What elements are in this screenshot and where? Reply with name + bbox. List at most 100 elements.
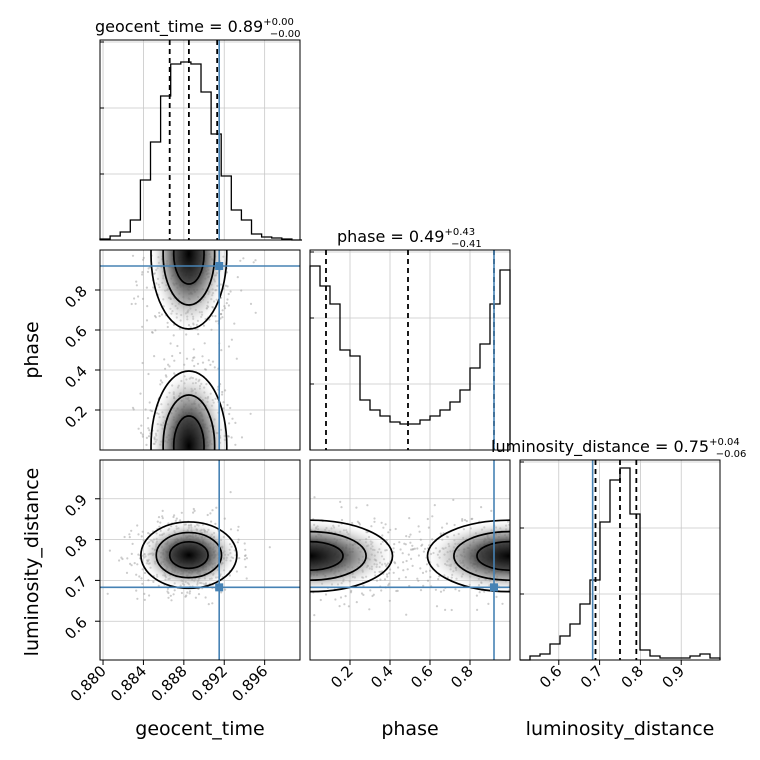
sample-point [362,593,365,597]
sample-point [146,417,150,420]
sample-point [339,500,342,503]
sample-point [167,363,170,366]
sample-point [245,577,248,580]
sample-point [144,408,147,411]
x-tick-label-geocent_time-4: 0.896 [228,662,271,705]
sample-point [235,570,238,573]
sample-point [382,526,385,529]
sample-point [461,518,464,521]
sample-point [339,596,343,599]
sample-point [245,557,248,560]
sample-point [239,259,242,262]
sample-point [236,529,239,532]
sample-point [211,602,214,605]
sample-point [355,601,358,604]
sample-point [185,594,188,597]
sample-point [397,566,400,569]
density-ld-vs-geocent-time [100,460,300,660]
sample-point [157,516,161,519]
sample-point [179,519,182,522]
sample-point [159,521,162,524]
sample-point [157,584,160,587]
sample-point [139,431,143,434]
sample-point [362,584,365,587]
sample-point [242,257,245,260]
sample-point [427,526,430,529]
sample-point [226,285,229,288]
sample-point [193,364,196,368]
title-phase: phase = 0.49+0.43 −0.41 [337,227,482,250]
sample-point [120,556,123,559]
sample-point [175,517,178,520]
sample-point [465,520,468,523]
sample-point [215,506,218,509]
sample-point [229,290,232,293]
sample-point [398,541,401,544]
sample-point [145,443,148,446]
sample-point [387,531,390,534]
sample-point [188,592,191,595]
sample-point [137,427,140,430]
sample-point [166,325,169,329]
sample-point [128,536,131,539]
density-ld-vs-geocent-time-clipped [100,460,300,660]
sample-point [164,367,167,370]
sample-point [433,504,436,507]
sample-point [237,538,240,541]
sample-point [252,261,255,264]
contour-2σ-0 [162,394,216,450]
x-axis-label-luminosity-distance: luminosity_distance [526,718,715,740]
sample-point [243,558,246,561]
sample-point [395,589,398,593]
sample-point [419,538,422,541]
sample-point [131,406,135,409]
sample-point [201,361,205,364]
sample-point [422,550,425,553]
sample-point [164,374,167,377]
sample-point [380,589,383,592]
frame-ld-vs-phase [309,459,511,661]
sample-point [158,315,161,318]
sample-point [458,589,461,592]
sample-point [356,520,359,523]
sample-point [487,602,490,606]
sample-point [234,421,237,424]
sample-point [419,567,422,570]
sample-point [254,311,257,314]
contour-1σ-1 [150,250,228,330]
sample-point [463,518,467,522]
sample-point [244,565,247,569]
y-tick-label-luminosity_distance-3: 0.9 [61,491,91,521]
sample-point [141,582,144,585]
sample-point [230,436,233,439]
sample-point [226,403,229,407]
sample-point [235,357,238,360]
panel-hist-geocent-time [99,39,303,241]
sample-point [230,338,233,341]
sample-point [145,286,148,289]
x-tick-label-luminosity_distance-0: 0.6 [536,662,566,692]
sample-point [383,578,387,581]
sample-point [389,528,392,532]
sample-point [226,298,229,301]
sample-point [221,390,224,394]
sample-point [141,273,144,276]
sample-point [408,535,411,538]
x-tick-label-geocent_time-0: 0.880 [67,662,110,705]
contour-3σ-1 [476,540,510,572]
sample-point [471,517,474,520]
sample-point [209,512,212,515]
contour-2σ-0 [310,530,367,582]
sample-point [231,417,234,420]
sample-point [434,588,437,591]
sample-point [408,517,411,520]
sample-point [409,541,412,544]
sample-point [324,593,328,596]
sample-point [405,535,408,538]
sample-point [379,578,382,581]
density-phase-vs-geocent-time-clipped [100,250,300,450]
sample-point [360,592,364,595]
contour-2σ-1 [162,250,216,306]
sample-point [236,276,239,279]
